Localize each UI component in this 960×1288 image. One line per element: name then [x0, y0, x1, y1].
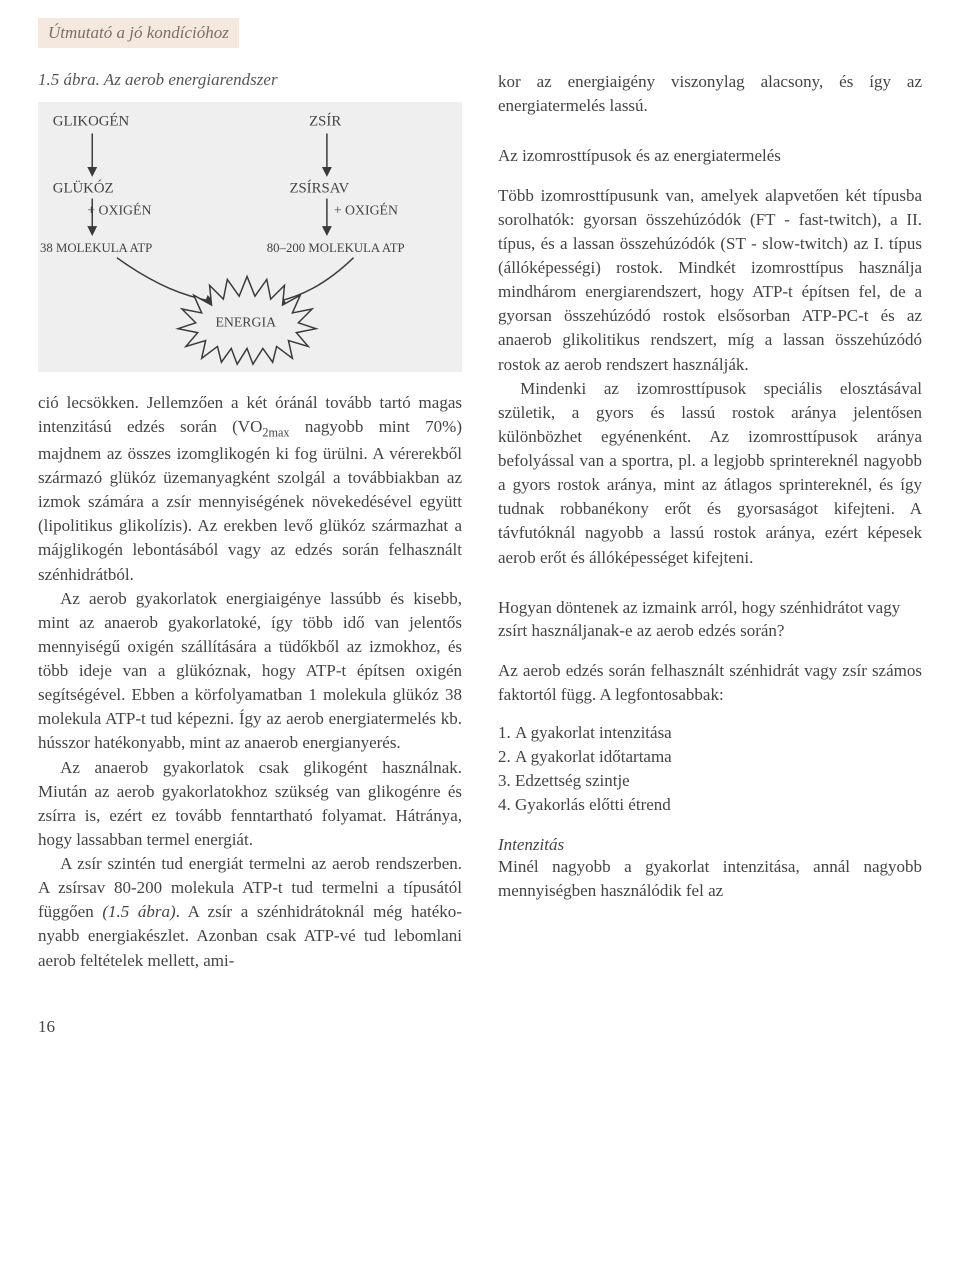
left-p2: Az aerob gyakorlatok energiaigénye lassú…	[38, 587, 462, 756]
left-p4: A zsír szintén tud energiát termelni az …	[38, 852, 462, 973]
list-item-2: 2. A gyakorlat időtartama	[498, 745, 922, 769]
list-item-4: 4. Gyakorlás előtti étrend	[498, 793, 922, 817]
label-glikogen: GLIKOGÉN	[53, 113, 130, 130]
left-p3: Az anaerob gyakorlatok csak glikogént ha…	[38, 756, 462, 853]
right-p4: Minél nagyobb a gyakorlat intenzitása, a…	[498, 855, 922, 903]
left-p1b: nagyobb mint 70%) majdnem az összes izom…	[38, 417, 462, 583]
label-plus-ox-left: + OXIGÉN	[87, 201, 151, 217]
figure-caption: 1.5 ábra. Az aerob energiarendszer	[38, 70, 462, 90]
list-item-1: 1. A gyakorlat intenzitása	[498, 721, 922, 745]
label-left-atp: 38 MOLEKULA ATP	[40, 241, 152, 255]
aerobic-energy-diagram: GLIKOGÉN ZSÍR GLÜKÓZ ZSÍRSAV + OXIGÉN + …	[38, 102, 462, 372]
vo2max-sub: 2max	[262, 426, 289, 440]
right-p0: kor az energiaigény viszonylag alacsony,…	[498, 70, 922, 118]
label-plus-ox-right: + OXIGÉN	[334, 201, 398, 217]
heading-how-decide: Hogyan döntenek az izmaink arról, hogy s…	[498, 596, 922, 643]
label-energia: ENERGIA	[215, 315, 276, 330]
right-p2: Mindenki az izomrosttípusok speciális el…	[498, 377, 922, 570]
label-zsir: ZSÍR	[309, 113, 341, 130]
left-p4-ital: (1.5 ábra)	[102, 902, 175, 921]
label-zsirsav: ZSÍRSAV	[289, 180, 349, 197]
subheading-intenzitas: Intenzitás	[498, 835, 922, 855]
left-p1: ció lecsökken. Jellemzően a két óránál t…	[38, 391, 462, 587]
running-head: Útmutató a jó kondícióhoz	[38, 18, 239, 48]
right-p3: Az aerob edzés során felhasznált szénhid…	[498, 659, 922, 707]
label-glukoz: GLÜKÓZ	[53, 180, 114, 197]
right-column: kor az energiaigény viszonylag alacsony,…	[498, 48, 922, 973]
page-number: 16	[38, 1017, 922, 1037]
heading-muscle-fibers: Az izomrosttípusok és az energiatermelés	[498, 144, 922, 167]
left-column: 1.5 ábra. Az aerob energiarendszer GLIKO…	[38, 48, 462, 973]
label-right-atp: 80–200 MOLEKULA ATP	[267, 241, 405, 255]
right-p1: Több izomrosttípusunk van, amelyek alapv…	[498, 184, 922, 377]
list-item-3: 3. Edzettség szintje	[498, 769, 922, 793]
